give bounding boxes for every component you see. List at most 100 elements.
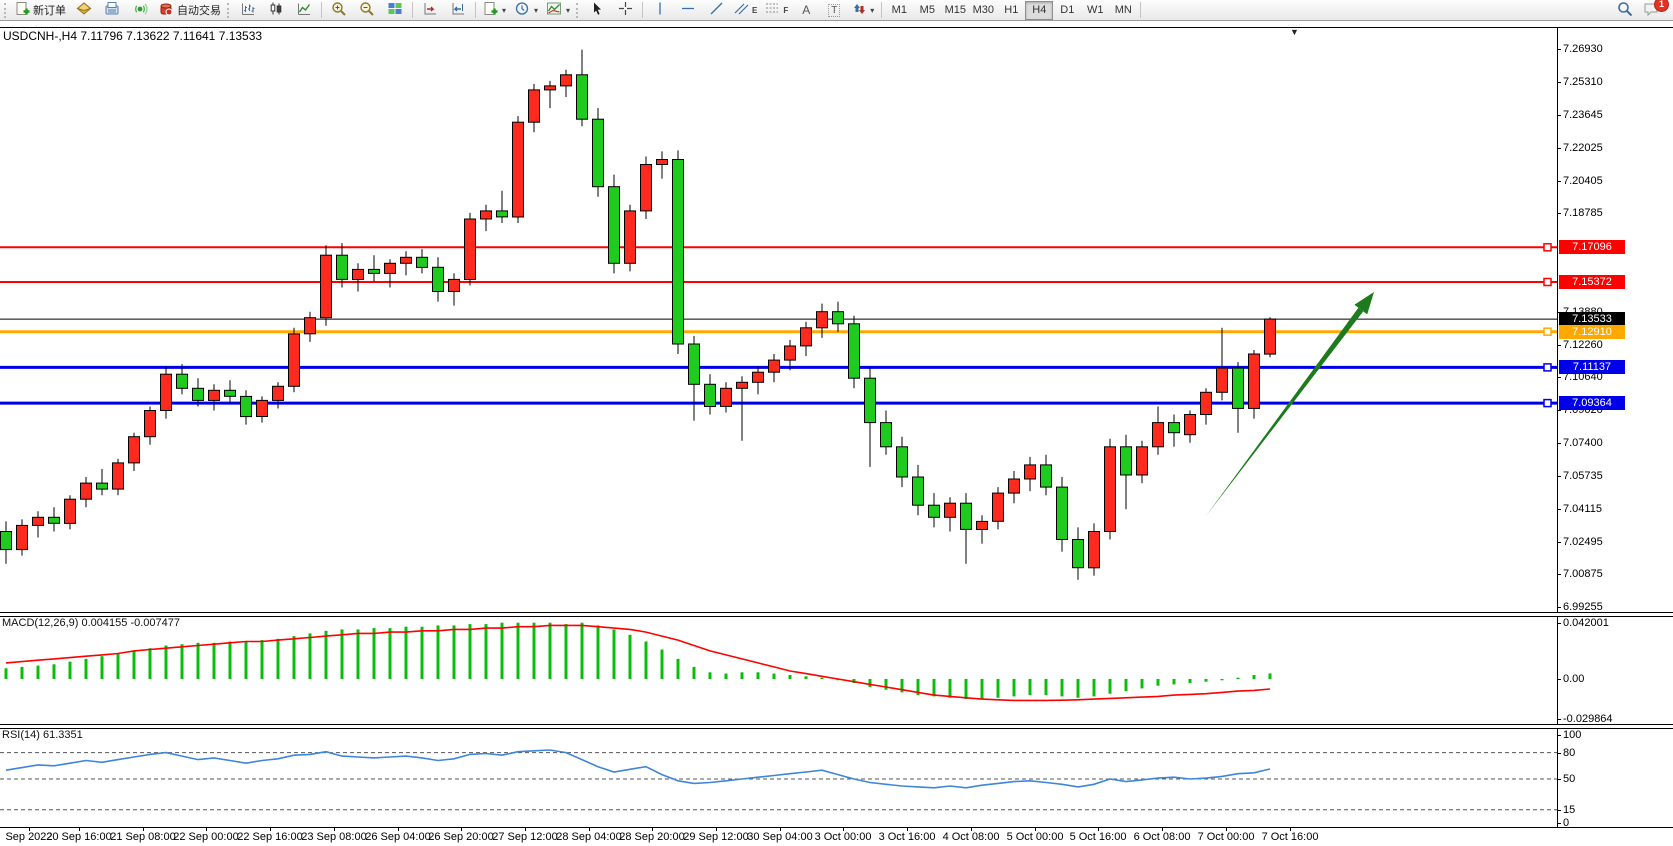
pane-separator[interactable] — [0, 612, 1673, 617]
hline-price-label: 7.13533 — [1559, 312, 1625, 327]
text-tool[interactable]: A — [792, 0, 820, 20]
hline-handle[interactable] — [1543, 363, 1552, 372]
timeframe-m5[interactable]: M5 — [919, 4, 935, 16]
price-tick-label: 7.05735 — [1563, 470, 1603, 483]
rsi-line — [5, 749, 1271, 789]
toolbar-separator — [412, 2, 413, 18]
price-tick-label: 7.18785 — [1563, 207, 1603, 220]
timeframe-mn[interactable]: MN — [1114, 4, 1132, 16]
vertical-line-tool[interactable] — [646, 0, 674, 20]
toolbar-separator — [881, 2, 883, 18]
time-tick — [79, 827, 80, 831]
main-chart[interactable] — [0, 27, 1557, 612]
search-icon[interactable] — [1617, 1, 1633, 20]
macd-tick-label: 0.00 — [1563, 673, 1585, 685]
hline-handle[interactable] — [1543, 398, 1552, 408]
hline-handle[interactable] — [1543, 243, 1552, 252]
time-tick — [716, 827, 717, 831]
zoom-out-button[interactable] — [353, 0, 381, 20]
line-chart-mode-button[interactable] — [290, 0, 318, 20]
timeframe-m30[interactable]: M30 — [972, 4, 994, 16]
caret-down-icon: ▾ — [566, 5, 571, 15]
timeframe-h1[interactable]: H1 — [1004, 4, 1019, 16]
horizontal-line-tool[interactable] — [674, 0, 702, 20]
rsi-tick — [1557, 752, 1561, 754]
strategy-tester-button[interactable] — [126, 0, 154, 20]
line-chart-icon — [296, 1, 312, 19]
new-order-button[interactable]: 新订单 — [11, 0, 70, 20]
crosshair-tool-button[interactable] — [611, 0, 639, 20]
market-watch-button[interactable] — [70, 0, 98, 20]
timeframe-d1[interactable]: D1 — [1060, 4, 1075, 16]
toolbar-grip — [227, 2, 232, 18]
price-tick-label: 7.12260 — [1563, 338, 1603, 351]
macd-histogram — [4, 622, 1272, 700]
auto-scroll-button[interactable] — [416, 0, 444, 20]
macd-indicator-label: MACD(12,26,9) 0.004155 -0.007477 — [2, 617, 180, 629]
time-tick-label: 4 Oct 08:00 — [942, 831, 1000, 843]
trend-arrow[interactable] — [1206, 292, 1374, 516]
macd-tick — [1557, 679, 1561, 680]
auto-trading-button[interactable]: 自动交易 — [154, 0, 225, 20]
rsi-chart[interactable] — [0, 728, 1557, 827]
toolbar-separator — [1140, 2, 1142, 18]
tile-windows-button[interactable] — [381, 0, 409, 20]
time-tick-label: 28 Sep 20:00 — [619, 831, 685, 843]
pane-separator[interactable] — [0, 724, 1673, 729]
price-axis[interactable] — [1557, 27, 1558, 827]
chart-shift-marker[interactable]: ▼ — [1290, 27, 1299, 37]
timeframe-m1[interactable]: M1 — [891, 4, 907, 16]
rsi-tick — [1557, 823, 1561, 824]
time-tick-label: 22 Sep 00:00 — [173, 831, 239, 843]
zoom-in-button[interactable] — [325, 0, 353, 20]
cursor-tool-button[interactable] — [583, 0, 611, 20]
fibonacci-tool[interactable]: F — [761, 0, 792, 20]
notifications-button[interactable]: 1 — [1643, 0, 1669, 20]
price-tick-label: 7.10640 — [1563, 371, 1603, 384]
time-tick — [1290, 827, 1291, 831]
time-tick-label: 3 Oct 16:00 — [878, 831, 936, 843]
time-tick — [843, 827, 844, 831]
bar-chart-mode-button[interactable] — [234, 0, 262, 20]
price-tick-label: 7.04115 — [1563, 503, 1602, 515]
time-tick — [907, 827, 908, 831]
trendline-icon — [709, 1, 724, 19]
timeframe-h4[interactable]: H4 — [1025, 0, 1054, 20]
chart-shift-button[interactable] — [444, 0, 472, 20]
time-tick-label: 28 Sep 04:00 — [556, 831, 622, 843]
hline-price-label: 7.12910 — [1559, 324, 1625, 339]
new-chart-dropdown[interactable]: ▾ — [479, 0, 510, 20]
hline-handle[interactable] — [1543, 327, 1552, 336]
data-window-button[interactable] — [98, 0, 126, 20]
rsi-tick-label: 80 — [1563, 746, 1576, 759]
fibonacci-icon — [765, 2, 780, 18]
equidistant-channel-tool[interactable]: E — [730, 0, 761, 20]
period-dropdown[interactable]: ▾ — [510, 0, 542, 20]
macd-signal-line — [5, 624, 1271, 702]
candlestick-mode-button[interactable] — [262, 0, 290, 20]
time-tick-label: 7 Oct 16:00 — [1261, 831, 1319, 843]
time-tick — [1162, 827, 1163, 831]
time-tick — [1098, 827, 1099, 831]
price-tick — [1557, 541, 1561, 543]
indicators-dropdown[interactable]: ▾ — [542, 0, 574, 20]
cursor-icon — [590, 1, 605, 19]
hline-handle[interactable] — [1543, 277, 1552, 287]
text-label-tool[interactable]: T — [820, 0, 848, 20]
text-tool-letter: A — [802, 3, 811, 17]
price-tick — [1557, 509, 1561, 510]
trendline-tool[interactable] — [702, 0, 730, 20]
timeframe-w1[interactable]: W1 — [1087, 4, 1104, 16]
price-tick — [1557, 442, 1561, 444]
shapes-dropdown[interactable]: ▾ — [848, 0, 878, 20]
rsi-tick — [1557, 735, 1561, 736]
time-axis[interactable] — [0, 827, 1673, 828]
auto-scroll-icon — [422, 1, 438, 19]
timeframe-toolbar: M1 M5 M15 M30 H1 H4 D1 W1 MN — [885, 0, 1137, 20]
timeframe-m15[interactable]: M15 — [944, 4, 966, 16]
macd-chart[interactable] — [0, 616, 1557, 724]
price-tick-label: 6.99255 — [1563, 601, 1603, 613]
price-tick-label: 7.00875 — [1563, 568, 1603, 581]
time-tick — [780, 827, 781, 831]
channel-letter: E — [752, 5, 758, 15]
